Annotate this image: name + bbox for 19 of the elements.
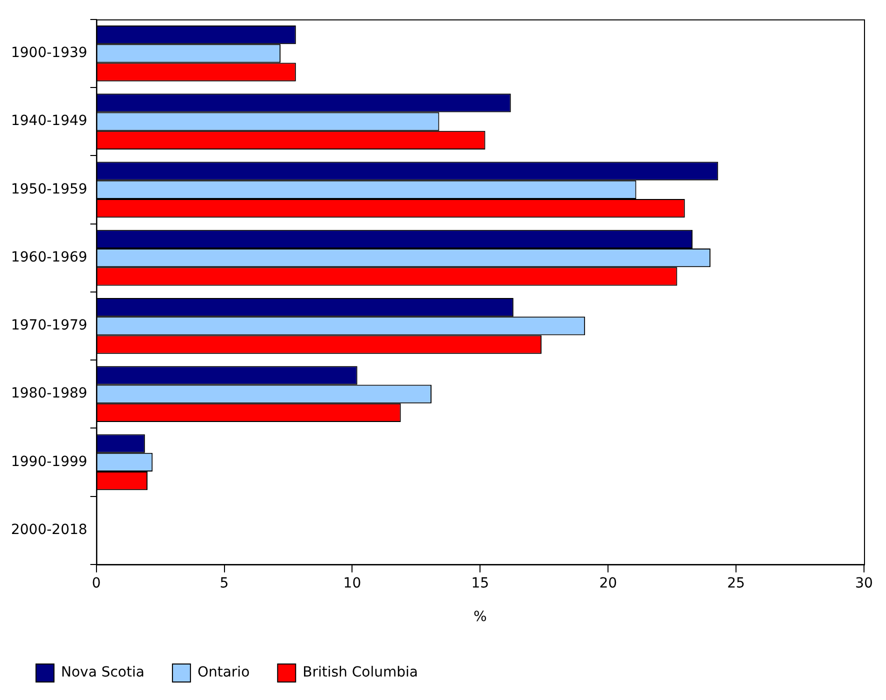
legend-label: Ontario	[197, 664, 250, 681]
y-tick-label: 1950-1959	[10, 181, 88, 198]
legend-label: Nova Scotia	[61, 664, 144, 681]
x-tick-label: 15	[471, 575, 490, 592]
x-tick-label: 20	[599, 575, 618, 592]
y-tick-label: 1960-1969	[10, 249, 88, 266]
legend-label: British Columbia	[302, 664, 418, 681]
x-tick-label: 25	[727, 575, 745, 592]
y-tick-label: 2000-2018	[10, 522, 88, 538]
x-tick-label: 10	[343, 575, 362, 592]
y-tick-label: 1940-1949	[10, 113, 88, 130]
x-axis-title: %	[474, 609, 487, 626]
x-tick-label: 0	[92, 575, 101, 592]
x-tick-label: 5	[220, 575, 229, 592]
y-tick-label: 1990-1999	[10, 454, 88, 470]
x-tick-label: 30	[855, 575, 873, 592]
y-tick-label: 1970-1979	[10, 318, 88, 334]
y-tick-label: 1980-1989	[10, 386, 88, 402]
y-tick-label: 1900-1939	[10, 45, 88, 62]
